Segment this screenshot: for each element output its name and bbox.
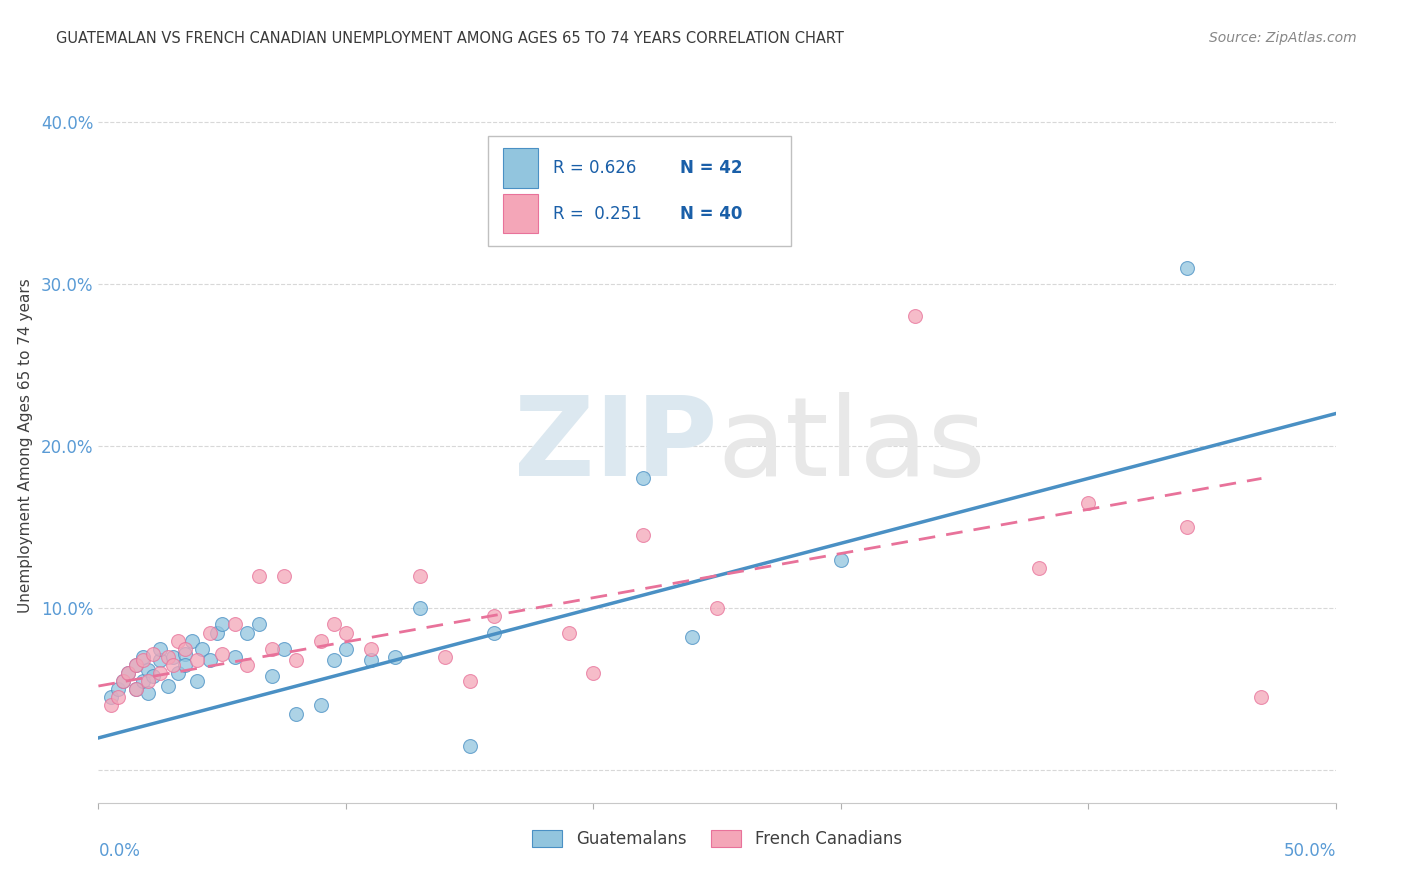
Point <box>117 666 139 681</box>
Point <box>335 641 357 656</box>
Point <box>112 674 135 689</box>
Point <box>582 666 605 681</box>
Point <box>100 698 122 713</box>
Point <box>132 653 155 667</box>
Text: 50.0%: 50.0% <box>1284 842 1336 860</box>
Point <box>335 625 357 640</box>
Point <box>174 641 197 656</box>
Point <box>142 647 165 661</box>
Point <box>117 666 139 681</box>
Point <box>191 641 214 656</box>
Point <box>1028 560 1050 574</box>
Point <box>205 625 228 640</box>
Point <box>124 682 146 697</box>
Point <box>236 657 259 672</box>
FancyBboxPatch shape <box>503 194 537 234</box>
Text: R =  0.251: R = 0.251 <box>553 205 641 223</box>
Text: GUATEMALAN VS FRENCH CANADIAN UNEMPLOYMENT AMONG AGES 65 TO 74 YEARS CORRELATION: GUATEMALAN VS FRENCH CANADIAN UNEMPLOYME… <box>56 31 844 46</box>
Point <box>360 653 382 667</box>
Text: ZIP: ZIP <box>513 392 717 500</box>
Point <box>458 739 481 753</box>
Point <box>1077 496 1099 510</box>
Point <box>409 601 432 615</box>
Point <box>309 633 332 648</box>
Point <box>260 669 283 683</box>
Point <box>107 682 129 697</box>
Point <box>162 649 184 664</box>
Point <box>166 633 188 648</box>
Text: Source: ZipAtlas.com: Source: ZipAtlas.com <box>1209 31 1357 45</box>
Point <box>149 641 172 656</box>
Point <box>273 641 295 656</box>
Point <box>162 657 184 672</box>
Point <box>211 647 233 661</box>
Point <box>198 625 221 640</box>
Point <box>181 633 204 648</box>
Point <box>112 674 135 689</box>
Point <box>384 649 406 664</box>
Text: R = 0.626: R = 0.626 <box>553 159 636 177</box>
Point <box>557 625 579 640</box>
Point <box>174 647 197 661</box>
Point <box>132 649 155 664</box>
Point <box>156 679 179 693</box>
Point <box>198 653 221 667</box>
Point <box>247 568 270 582</box>
Point <box>706 601 728 615</box>
Point <box>186 653 208 667</box>
Point <box>681 631 703 645</box>
Point <box>124 657 146 672</box>
Point <box>224 649 246 664</box>
Point <box>100 690 122 705</box>
Point <box>124 657 146 672</box>
Point <box>211 617 233 632</box>
Point <box>107 690 129 705</box>
Point <box>124 682 146 697</box>
Point <box>409 568 432 582</box>
Legend: Guatemalans, French Canadians: Guatemalans, French Canadians <box>526 823 908 855</box>
Point <box>174 657 197 672</box>
Point <box>136 674 159 689</box>
Point <box>631 471 654 485</box>
Text: atlas: atlas <box>717 392 986 500</box>
Point <box>273 568 295 582</box>
Text: N = 40: N = 40 <box>681 205 742 223</box>
Point <box>224 617 246 632</box>
Point <box>1175 520 1198 534</box>
Point <box>236 625 259 640</box>
Point <box>1250 690 1272 705</box>
Point <box>285 653 308 667</box>
Point <box>830 552 852 566</box>
FancyBboxPatch shape <box>503 148 537 187</box>
Point <box>322 653 344 667</box>
Point <box>1175 260 1198 275</box>
Point <box>132 674 155 689</box>
FancyBboxPatch shape <box>488 136 792 246</box>
Text: N = 42: N = 42 <box>681 159 742 177</box>
Point <box>166 666 188 681</box>
Point <box>136 663 159 677</box>
Point <box>186 674 208 689</box>
Point <box>260 641 283 656</box>
Point <box>142 669 165 683</box>
Point <box>631 528 654 542</box>
Point <box>156 649 179 664</box>
Y-axis label: Unemployment Among Ages 65 to 74 years: Unemployment Among Ages 65 to 74 years <box>18 278 32 614</box>
Point <box>149 666 172 681</box>
Text: 0.0%: 0.0% <box>98 842 141 860</box>
Point <box>247 617 270 632</box>
Point <box>433 649 456 664</box>
Point <box>285 706 308 721</box>
Point <box>309 698 332 713</box>
Point <box>458 674 481 689</box>
Point <box>484 609 506 624</box>
Point <box>322 617 344 632</box>
Point <box>136 685 159 699</box>
Point <box>360 641 382 656</box>
Point <box>149 653 172 667</box>
Point <box>484 625 506 640</box>
Point <box>904 310 927 324</box>
